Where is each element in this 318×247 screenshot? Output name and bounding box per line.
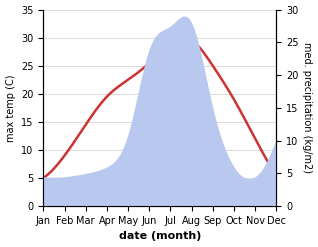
X-axis label: date (month): date (month) [119, 231, 201, 242]
Y-axis label: med. precipitation (kg/m2): med. precipitation (kg/m2) [302, 42, 313, 173]
Y-axis label: max temp (C): max temp (C) [5, 74, 16, 142]
